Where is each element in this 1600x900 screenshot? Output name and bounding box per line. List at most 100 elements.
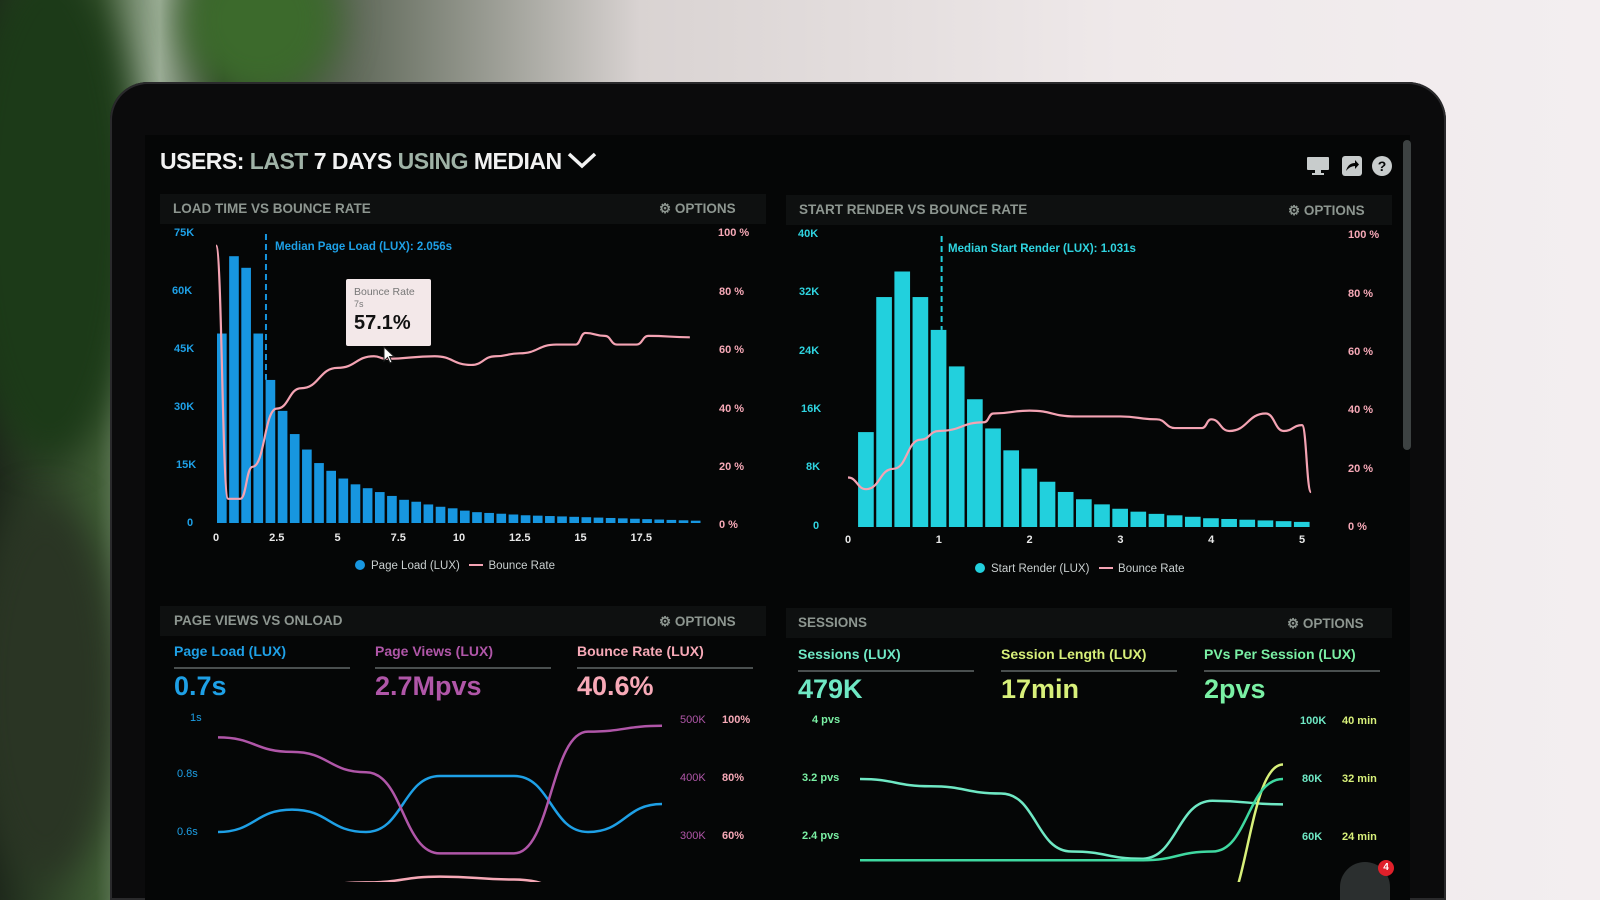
panel-header-pageviews [160, 606, 766, 636]
metric-label: Sessions (LUX) [798, 646, 901, 662]
x-tick: 4 [1208, 534, 1215, 546]
y-tick: 0 [187, 517, 194, 529]
y-tick: 16K [801, 403, 822, 415]
x-tick: 3 [1117, 534, 1124, 546]
y-tick: 0.8s [177, 768, 198, 780]
y2-tick: 300K [680, 830, 706, 842]
y2-tick: 40 % [1348, 404, 1374, 416]
metric-label: Page Load (LUX) [174, 643, 287, 659]
cursor-icon [383, 346, 396, 364]
metric-divider [174, 667, 350, 669]
metric-divider [375, 667, 551, 669]
y-tick: 4 pvs [812, 714, 841, 726]
share-icon[interactable] [1341, 155, 1363, 177]
scrollbar[interactable] [1403, 140, 1411, 450]
options-label: OPTIONS [674, 614, 736, 629]
y3-tick: 80% [722, 772, 745, 784]
metric-divider [577, 667, 753, 669]
y-tick: 3.2 pvs [802, 772, 840, 784]
y-tick: 24K [799, 345, 820, 357]
metric-value: 40.6% [577, 671, 654, 701]
y2-tick: 0 % [1348, 521, 1367, 533]
legend-item[interactable]: Start Render (LUX) [991, 563, 1090, 575]
x-tick: 2.5 [269, 532, 285, 544]
panel-title: LOAD TIME VS BOUNCE RATE [173, 201, 371, 216]
y2-tick: 80 % [719, 286, 745, 298]
y3-tick: 24 min [1342, 831, 1377, 843]
legend: Page Load (LUX) Bounce Rate [355, 560, 555, 572]
metric-value: 17min [1001, 674, 1080, 704]
x-tick: 17.5 [630, 532, 652, 544]
panel-header-sessions [786, 608, 1392, 638]
gear-icon: ⚙ [659, 201, 675, 216]
legend-line-icon [1099, 567, 1114, 569]
y3-tick: 60% [722, 830, 745, 842]
legend-item[interactable]: Bounce Rate [488, 560, 555, 572]
y-tick: 1s [190, 712, 202, 724]
median-label: Median Start Render (LUX): 1.031s [948, 243, 1136, 255]
options-button[interactable]: ⚙ OPTIONS [659, 201, 736, 217]
tooltip: Bounce Rate 7s 57.1% [346, 279, 431, 346]
y3-tick: 100% [722, 714, 751, 726]
legend-item[interactable]: Page Load (LUX) [371, 560, 460, 572]
gear-icon: ⚙ [1287, 616, 1303, 631]
x-tick: 15 [574, 532, 587, 544]
legend: Start Render (LUX) Bounce Rate [975, 563, 1185, 575]
y-tick: 8K [806, 461, 821, 473]
metric-label: Session Length (LUX) [1001, 646, 1147, 662]
x-tick: 2 [1026, 534, 1033, 546]
gear-icon: ⚙ [659, 614, 675, 629]
y-tick: 2.4 pvs [802, 830, 840, 842]
options-button[interactable]: ⚙ OPTIONS [1288, 203, 1365, 219]
x-tick: 1 [935, 534, 942, 546]
metric-value: 2pvs [1204, 674, 1266, 704]
x-tick: 10 [452, 532, 466, 544]
y2-tick: 60K [1302, 831, 1323, 843]
options-button[interactable]: ⚙ OPTIONS [659, 614, 736, 630]
y2-tick: 80K [1302, 773, 1323, 785]
y-tick: 75K [174, 227, 195, 239]
title-part: USERS: [160, 148, 244, 174]
metric-divider [1204, 670, 1380, 672]
legend-dot-icon [975, 563, 985, 573]
x-tick: 0 [844, 534, 852, 546]
metric-value: 479K [798, 674, 863, 704]
y2-tick: 40 % [719, 403, 745, 415]
metric-value: 2.7Mpvs [375, 671, 482, 701]
help-icon[interactable]: ? [1371, 155, 1393, 177]
x-tick: 7.5 [390, 532, 406, 544]
y2-tick: 100K [1300, 715, 1327, 727]
x-tick: 0 [212, 532, 220, 544]
y-tick: 45K [174, 343, 195, 355]
metric-label: Bounce Rate (LUX) [577, 643, 704, 659]
y-tick: 0.6s [177, 826, 198, 838]
y2-tick: 100 % [1348, 229, 1380, 241]
chevron-down-icon[interactable] [567, 151, 597, 169]
y2-tick: 80 % [1348, 288, 1374, 300]
panel-header-load [160, 194, 766, 224]
y3-tick: 32 min [1342, 773, 1377, 785]
y2-tick: 60 % [1348, 346, 1374, 358]
legend-item[interactable]: Bounce Rate [1118, 563, 1185, 575]
x-tick: 5 [1298, 534, 1306, 546]
title-part: LAST [249, 148, 309, 174]
options-label: OPTIONS [674, 201, 736, 216]
tooltip-value: 57.1% [354, 312, 411, 334]
y-tick: 15K [176, 459, 197, 471]
options-button[interactable]: ⚙ OPTIONS [1287, 616, 1364, 632]
options-label: OPTIONS [1303, 203, 1365, 218]
y-tick: 0 [813, 520, 820, 532]
legend-dot-icon [355, 560, 365, 570]
y2-tick: 400K [680, 772, 706, 784]
page-title[interactable]: USERS: LAST 7 DAYS USING MEDIAN [160, 148, 597, 175]
y2-tick: 20 % [719, 461, 745, 473]
title-part: MEDIAN [473, 148, 562, 174]
monitor-icon[interactable] [1306, 156, 1330, 176]
y3-tick: 40 min [1342, 715, 1377, 727]
x-tick: 5 [334, 532, 341, 544]
y2-tick: 20 % [1348, 463, 1374, 475]
panel-header-render [786, 195, 1392, 225]
metric-value: 0.7s [174, 671, 227, 701]
tooltip-title: Bounce Rate [354, 286, 415, 298]
